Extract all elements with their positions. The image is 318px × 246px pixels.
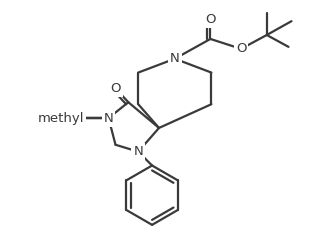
Text: O: O [205, 13, 216, 26]
Text: O: O [205, 13, 216, 26]
Text: N: N [57, 111, 67, 124]
Text: methyl: methyl [38, 111, 84, 124]
Text: N: N [170, 52, 180, 65]
Text: O: O [110, 82, 121, 95]
Text: N: N [133, 145, 143, 158]
Text: O: O [236, 42, 246, 55]
Text: O: O [236, 42, 246, 55]
Text: N: N [104, 111, 114, 124]
Text: N: N [104, 111, 114, 124]
Text: N: N [64, 111, 74, 124]
Text: N: N [133, 145, 143, 158]
Text: O: O [110, 82, 121, 95]
Text: N: N [170, 52, 180, 65]
